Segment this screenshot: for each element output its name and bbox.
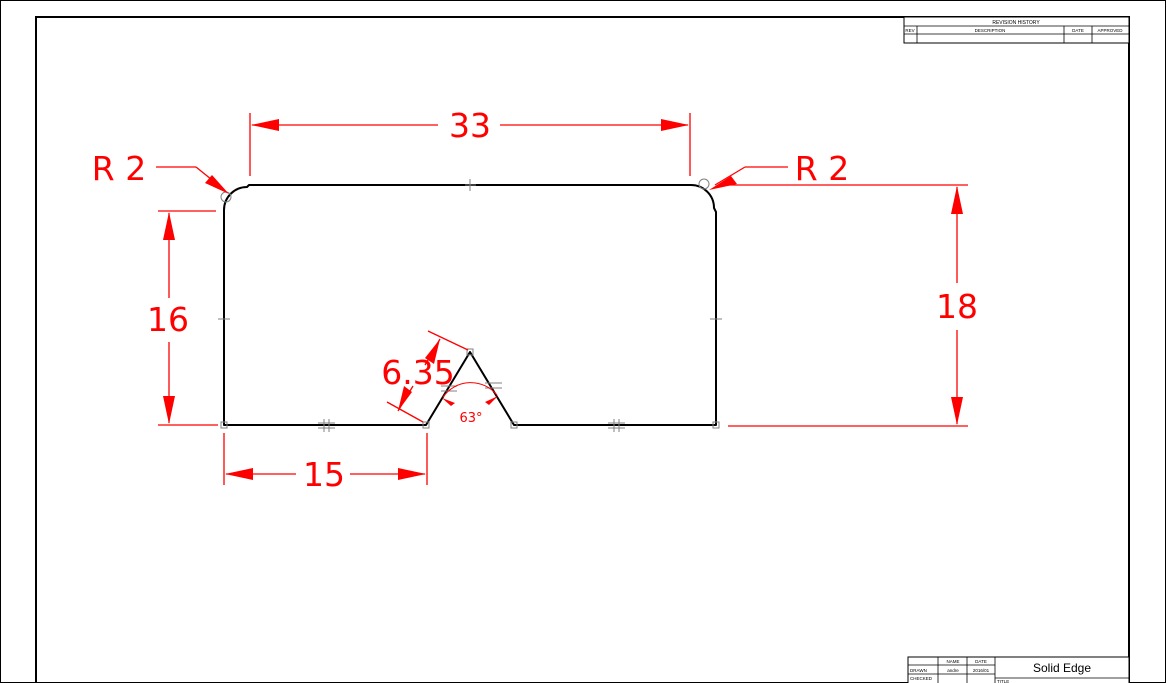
radius-left-arrow <box>205 175 229 194</box>
radius-right-arrow <box>709 176 737 190</box>
dim-15-arrow-left <box>225 468 253 480</box>
radius-right-label[interactable]: R 2 <box>795 149 849 188</box>
title-block: NAME DATE DRAWN CHECKED andre 2016/01 TI… <box>907 656 1130 683</box>
title-block-title-label: TITLE <box>997 679 1009 683</box>
dim-15-arrow-right <box>398 468 426 480</box>
radius-right-leader-diagonal <box>714 166 746 186</box>
sheet-inner-border <box>35 16 1130 683</box>
dim-15-label[interactable]: 15 <box>303 455 345 494</box>
dim-angle-arc <box>442 382 498 398</box>
dim-6.35-arrow-top <box>425 339 440 364</box>
title-block-checked-label: CHECKED <box>910 676 933 681</box>
dim-33-arrow-right <box>661 119 689 131</box>
title-block-name-header: NAME <box>946 659 959 664</box>
part-profile[interactable] <box>223 183 717 426</box>
title-block-date-header: DATE <box>975 659 987 664</box>
vertex-bottom-right-icon <box>712 421 720 429</box>
vertex-notch-left-icon <box>422 421 430 429</box>
title-block-drawn-date: 2016/01 <box>973 668 990 673</box>
dim-18-arrow-bottom <box>951 397 963 425</box>
approved-column-header: APPROVED <box>1097 28 1123 33</box>
dim-18-arrow-top <box>951 186 963 214</box>
dim-33-arrow-left <box>251 119 279 131</box>
vertex-notch-apex-icon <box>466 348 474 356</box>
dim-angle-label[interactable]: 63° <box>459 411 482 426</box>
dim-6.35-extension-top <box>427 330 469 351</box>
dim-16-label[interactable]: 16 <box>147 300 189 339</box>
tangent-right-icon <box>698 178 710 190</box>
dim-16-arrow-top <box>163 212 175 240</box>
geometric-constraints <box>218 178 722 432</box>
dim-18-label[interactable]: 18 <box>936 287 978 326</box>
dim-angle-arrow-left <box>442 398 455 406</box>
dim-33-label[interactable]: 33 <box>449 106 491 145</box>
description-column-header: DESCRIPTION <box>975 28 1006 33</box>
title-block-drawn-label: DRAWN <box>910 668 927 673</box>
dim-6.35-label[interactable]: 6.35 <box>381 353 454 392</box>
title-block-company: Solid Edge <box>1033 661 1091 675</box>
dim-16-arrow-bottom <box>163 396 175 424</box>
radius-left-label[interactable]: R 2 <box>92 149 146 188</box>
rev-column-header: REV <box>905 28 914 33</box>
revision-history-title: REVISION HISTORY <box>992 20 1040 26</box>
vertex-notch-right-icon <box>510 421 518 429</box>
title-block-drawn-name: andre <box>947 668 959 673</box>
dim-6.35-arrow-bottom <box>398 386 412 411</box>
vertex-bottom-left-icon <box>220 421 228 429</box>
dimension-annotations <box>156 113 968 485</box>
revision-history-block: REVISION HISTORY REV DESCRIPTION DATE AP… <box>903 16 1130 44</box>
date-column-header: DATE <box>1072 28 1084 33</box>
dim-angle-arrow-right <box>485 396 498 405</box>
dim-6.35-extension-bottom <box>386 401 424 423</box>
